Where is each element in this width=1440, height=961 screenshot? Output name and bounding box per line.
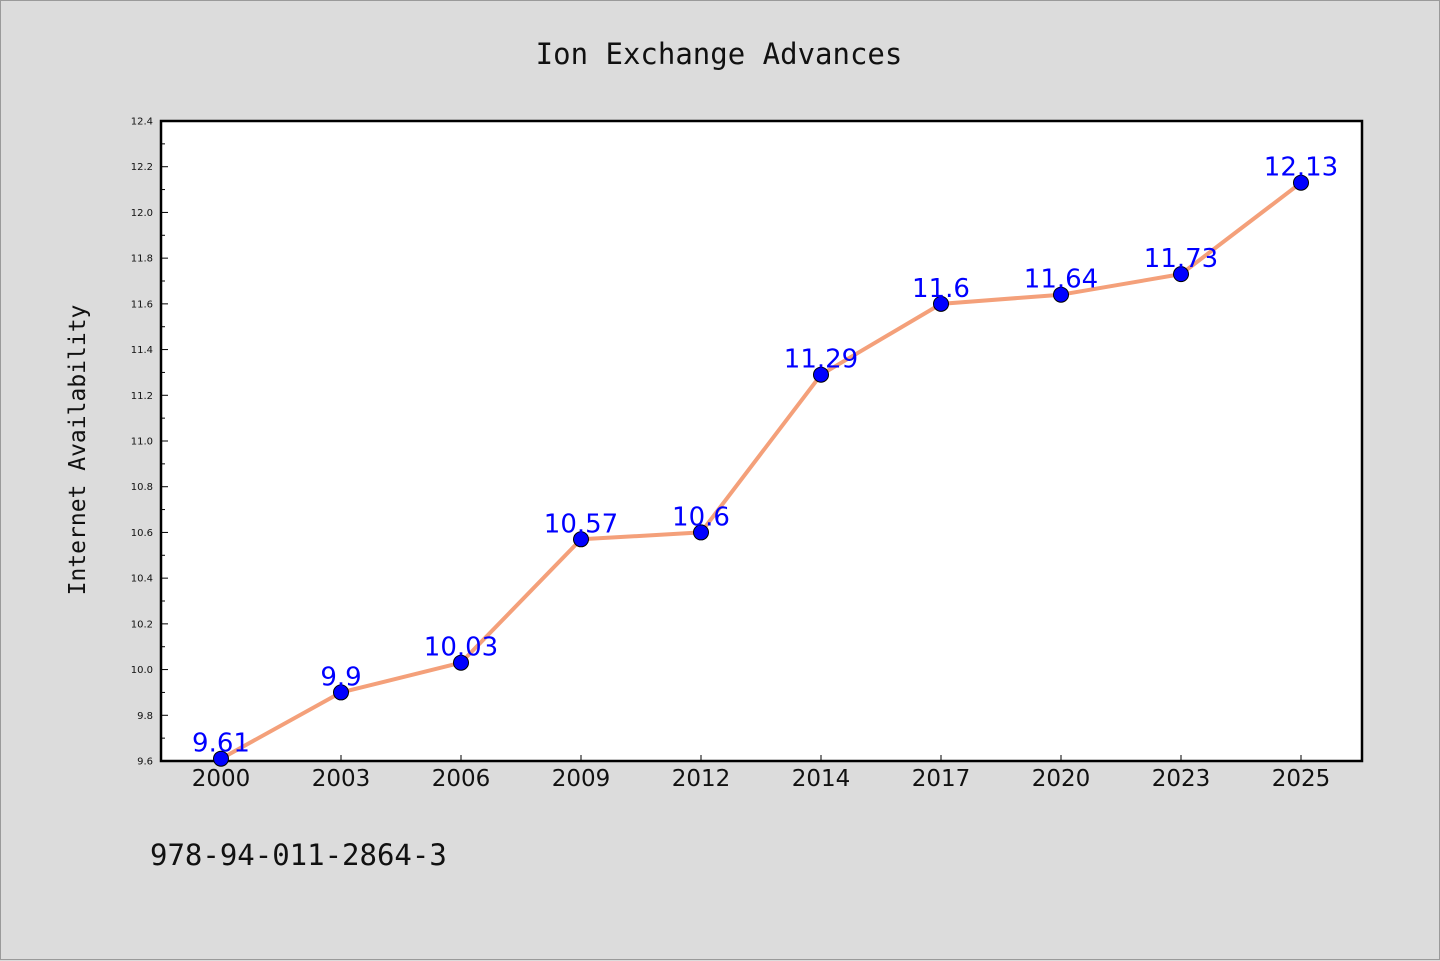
data-point <box>1293 174 1309 191</box>
x-tick-label: 2025 <box>1272 766 1331 792</box>
y-tick-label: 10.4 <box>131 574 153 585</box>
y-tick-label: 9.8 <box>137 711 153 722</box>
series-line-group <box>219 180 1303 761</box>
data-point <box>333 684 349 701</box>
x-tick-label: 2009 <box>552 766 611 792</box>
x-tick-label: 2014 <box>792 766 851 792</box>
y-tick-label: 11.4 <box>131 345 153 356</box>
x-tick-label: 2020 <box>1032 766 1091 792</box>
y-tick-label: 10.6 <box>131 528 153 539</box>
data-point <box>813 366 829 383</box>
data-labels: 9.61 9.9 10.03 10.57 10.6 11.29 11.6 11.64 11.73… <box>192 153 1338 759</box>
y-axis-label: Internet Availability <box>65 305 91 596</box>
y-tick-label: 10.0 <box>131 665 153 676</box>
data-label: 11.64 <box>1024 265 1098 295</box>
y-tick-label: 12.2 <box>131 162 153 173</box>
data-label: 10.6 <box>672 502 730 532</box>
data-point <box>213 750 229 767</box>
x-tick-label: 2023 <box>1152 766 1211 792</box>
y-tick-label: 11.8 <box>131 254 153 265</box>
data-label: 9.9 <box>320 662 361 692</box>
y-tick-label: 10.8 <box>131 482 153 493</box>
data-label: 11.6 <box>912 274 970 304</box>
data-point <box>1053 286 1069 303</box>
series-line <box>219 180 1303 761</box>
y-tick-label: 10.2 <box>131 619 153 630</box>
data-point <box>693 524 709 541</box>
data-label: 11.73 <box>1144 244 1218 274</box>
data-label: 10.03 <box>424 633 498 663</box>
y-tick-label: 11.0 <box>131 437 153 448</box>
y-tick-label: 11.6 <box>131 299 153 310</box>
x-tick-label: 2003 <box>312 766 371 792</box>
chart-title: Ion Exchange Advances <box>536 37 903 71</box>
data-point <box>1173 266 1189 283</box>
y-tick-label: 9.6 <box>137 757 153 768</box>
data-label: 10.57 <box>544 509 618 539</box>
x-tick-label: 2017 <box>912 766 971 792</box>
x-axis: 2000 2003 2006 2009 2012 2014 2017 2020 2023 2025 <box>192 755 1331 792</box>
y-axis: 9.6 9.8 10.0 10.2 10.4 10.6 10.8 11.0 11.2 11.4 11… <box>131 117 168 768</box>
y-tick-label: 12.0 <box>131 208 153 219</box>
plot-area <box>159 119 1364 763</box>
footer-code: 978-94-011-2864-3 <box>150 838 447 872</box>
data-label: 12.13 <box>1264 153 1338 183</box>
data-point <box>933 295 949 312</box>
data-label: 11.29 <box>784 345 858 375</box>
x-tick-label: 2000 <box>192 766 251 792</box>
data-label: 9.61 <box>192 729 250 759</box>
data-point <box>573 531 589 548</box>
x-tick-label: 2012 <box>672 766 731 792</box>
data-point <box>453 654 469 671</box>
x-tick-label: 2006 <box>432 766 491 792</box>
data-points <box>213 174 1309 767</box>
y-tick-label: 12.4 <box>131 117 153 128</box>
y-tick-label: 11.2 <box>131 391 153 402</box>
